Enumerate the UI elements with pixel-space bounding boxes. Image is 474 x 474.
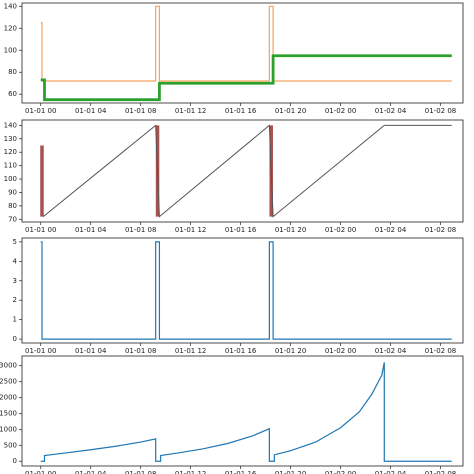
x-tick-label: 01-02 04 xyxy=(375,470,407,474)
line-series xyxy=(40,5,452,82)
axes-frame xyxy=(21,237,464,344)
y-tick-label: 80 xyxy=(8,202,17,210)
y-tick-label: 100 xyxy=(4,46,17,54)
x-tick-label: 01-01 20 xyxy=(275,347,306,355)
y-tick-label: 1 xyxy=(13,316,17,324)
x-tick-label: 01-02 00 xyxy=(325,470,356,474)
y-tick-label: 4 xyxy=(13,257,18,265)
y-tick-label: 80 xyxy=(8,68,17,76)
x-tick-label: 01-01 00 xyxy=(25,226,56,234)
x-tick-label: 01-01 04 xyxy=(75,470,107,474)
axes-frame xyxy=(21,355,464,467)
x-tick-label: 01-02 08 xyxy=(425,226,456,234)
y-tick-label: 1000 xyxy=(0,425,17,433)
x-tick-label: 01-01 12 xyxy=(175,470,206,474)
y-tick-label: 3 xyxy=(13,277,17,285)
x-tick-label: 01-02 00 xyxy=(325,107,356,115)
y-tick-label: 2500 xyxy=(0,378,17,386)
y-tick-label: 2 xyxy=(13,296,17,304)
x-tick-label: 01-01 12 xyxy=(175,347,206,355)
x-tick-label: 01-01 00 xyxy=(25,347,56,355)
y-tick-label: 500 xyxy=(4,441,17,449)
y-tick-label: 60 xyxy=(8,90,17,98)
x-tick-label: 01-01 12 xyxy=(175,107,206,115)
x-tick-label: 01-01 16 xyxy=(225,470,257,474)
x-tick-label: 01-02 00 xyxy=(325,347,356,355)
line-series xyxy=(42,124,452,218)
x-tick-label: 01-01 20 xyxy=(275,226,306,234)
y-tick-label: 140 xyxy=(4,121,17,129)
y-tick-label: 5 xyxy=(13,238,17,246)
y-tick-label: 100 xyxy=(4,175,17,183)
x-tick-label: 01-02 04 xyxy=(375,107,407,115)
x-tick-label: 01-01 16 xyxy=(225,347,257,355)
y-tick-label: 0 xyxy=(13,457,17,465)
y-tick-label: 0 xyxy=(13,335,17,343)
x-tick-label: 01-02 00 xyxy=(325,226,356,234)
x-tick-label: 01-01 16 xyxy=(225,226,257,234)
x-tick-label: 01-01 00 xyxy=(25,470,56,474)
line-series xyxy=(40,54,452,102)
x-tick-label: 01-02 08 xyxy=(425,107,456,115)
y-tick-label: 90 xyxy=(8,188,17,196)
x-tick-label: 01-02 04 xyxy=(375,226,407,234)
y-tick-label: 2000 xyxy=(0,393,17,401)
x-tick-label: 01-02 08 xyxy=(425,470,456,474)
y-tick-label: 1500 xyxy=(0,409,17,417)
axes-frame xyxy=(21,119,464,223)
x-tick-label: 01-01 08 xyxy=(125,107,156,115)
x-tick-label: 01-02 08 xyxy=(425,347,456,355)
axes-frame xyxy=(21,2,464,104)
line-series xyxy=(40,362,452,462)
y-tick-label: 70 xyxy=(8,215,17,223)
y-tick-label: 120 xyxy=(4,148,17,156)
x-tick-label: 01-01 08 xyxy=(125,226,156,234)
x-tick-label: 01-01 04 xyxy=(75,107,107,115)
x-tick-label: 01-02 04 xyxy=(375,347,407,355)
x-tick-label: 01-01 20 xyxy=(275,107,306,115)
x-tick-label: 01-01 08 xyxy=(125,470,156,474)
x-tick-label: 01-01 16 xyxy=(225,107,257,115)
x-tick-label: 01-01 04 xyxy=(75,347,107,355)
x-tick-label: 01-01 00 xyxy=(25,107,56,115)
x-tick-label: 01-01 20 xyxy=(275,470,306,474)
x-tick-label: 01-01 12 xyxy=(175,226,206,234)
y-tick-label: 140 xyxy=(4,2,17,10)
y-tick-label: 120 xyxy=(4,24,17,32)
y-tick-label: 110 xyxy=(4,162,17,170)
x-tick-label: 01-01 04 xyxy=(75,226,107,234)
line-series xyxy=(40,241,452,340)
y-tick-label: 3000 xyxy=(0,362,17,370)
x-tick-label: 01-01 08 xyxy=(125,347,156,355)
y-tick-label: 130 xyxy=(4,135,17,143)
